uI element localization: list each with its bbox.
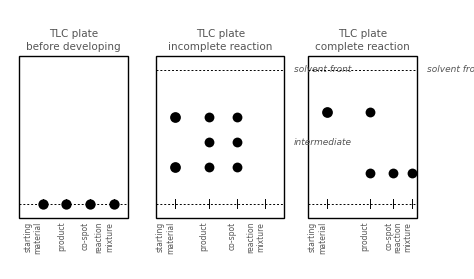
Point <box>172 165 179 170</box>
Text: co-spot: co-spot <box>384 222 393 250</box>
Bar <box>19 56 128 218</box>
Bar <box>308 56 417 218</box>
Text: product: product <box>361 222 370 251</box>
Point <box>172 115 179 119</box>
Bar <box>156 56 284 218</box>
Text: co-spot: co-spot <box>228 222 237 250</box>
Point <box>39 201 46 206</box>
Text: reaction
mixture: reaction mixture <box>246 222 265 253</box>
Text: product: product <box>57 222 66 251</box>
Text: solvent front: solvent front <box>427 65 474 74</box>
Point <box>366 171 374 175</box>
Text: TLC plate
incomplete reaction: TLC plate incomplete reaction <box>168 29 273 52</box>
Text: co-spot: co-spot <box>81 222 90 250</box>
Point <box>409 171 416 175</box>
Text: TLC plate
before developing: TLC plate before developing <box>26 29 121 52</box>
Text: reaction
mixture: reaction mixture <box>94 222 114 253</box>
Text: TLC plate
complete reaction: TLC plate complete reaction <box>315 29 410 52</box>
Text: product: product <box>200 222 209 251</box>
Text: starting
material: starting material <box>156 222 175 254</box>
Text: reaction
mixture: reaction mixture <box>393 222 412 253</box>
Point <box>233 165 241 170</box>
Point <box>110 201 118 206</box>
Point <box>366 109 374 114</box>
Point <box>63 201 70 206</box>
Text: solvent front: solvent front <box>294 65 351 74</box>
Point <box>205 165 212 170</box>
Point <box>233 140 241 145</box>
Text: intermediate: intermediate <box>294 138 352 147</box>
Point <box>205 140 212 145</box>
Text: starting
material: starting material <box>308 222 327 254</box>
Point <box>86 201 94 206</box>
Text: starting
material: starting material <box>23 222 43 254</box>
Point <box>205 115 212 119</box>
Point <box>390 171 397 175</box>
Point <box>323 109 331 114</box>
Point <box>233 115 241 119</box>
